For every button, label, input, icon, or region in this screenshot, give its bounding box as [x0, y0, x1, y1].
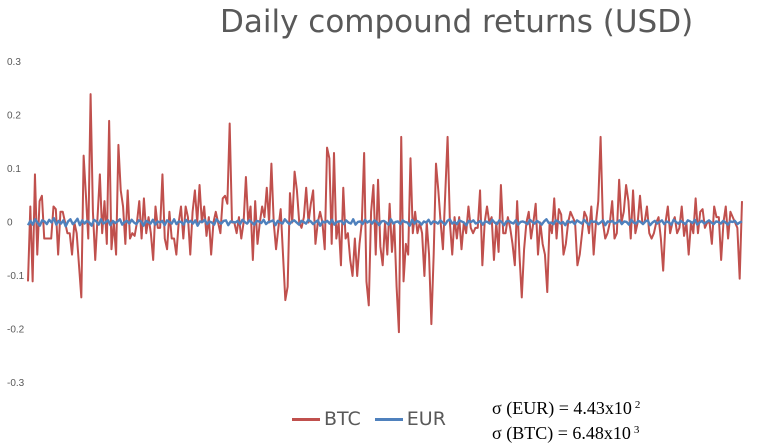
series-line-eur [26, 217, 743, 228]
y-tick-label: 0.1 [7, 164, 21, 175]
y-tick-label: -0.1 [7, 271, 25, 282]
y-tick-label: 0.2 [7, 111, 21, 122]
legend-swatch-eur [374, 417, 403, 421]
y-tick-label: -0.3 [7, 378, 25, 389]
legend-item-eur: EUR [374, 408, 446, 430]
legend-item-btc: BTC [292, 408, 361, 430]
legend-swatch-btc [292, 417, 320, 421]
sigma-btc-exponent: 3 [633, 424, 640, 436]
legend-label-btc: BTC [324, 408, 361, 430]
sigma-eur-annotation: σ (EUR) = 4.43x10 2 [492, 398, 640, 419]
y-tick-label: -0.2 [7, 325, 25, 336]
sigma-eur-exponent: 2 [634, 399, 641, 411]
sigma-btc-annotation: σ (BTC) = 6.48x10 3 [492, 423, 639, 444]
legend-label-eur: EUR [406, 408, 446, 430]
sigma-btc-label: σ (BTC) = 6.48x10 [492, 423, 631, 443]
chart-title: Daily compound returns (USD) [220, 4, 694, 40]
y-tick-label: 0.3 [7, 57, 21, 68]
sigma-eur-label: σ (EUR) = 4.43x10 [492, 398, 632, 418]
legend: BTC EUR [292, 408, 460, 430]
series-line-btc [27, 93, 743, 334]
series-layer [26, 93, 743, 334]
y-axis-ticks: 0.3 0.2 0.1 0 -0.1 -0.2 -0.3 [7, 57, 25, 389]
y-tick-label: 0 [7, 218, 13, 229]
